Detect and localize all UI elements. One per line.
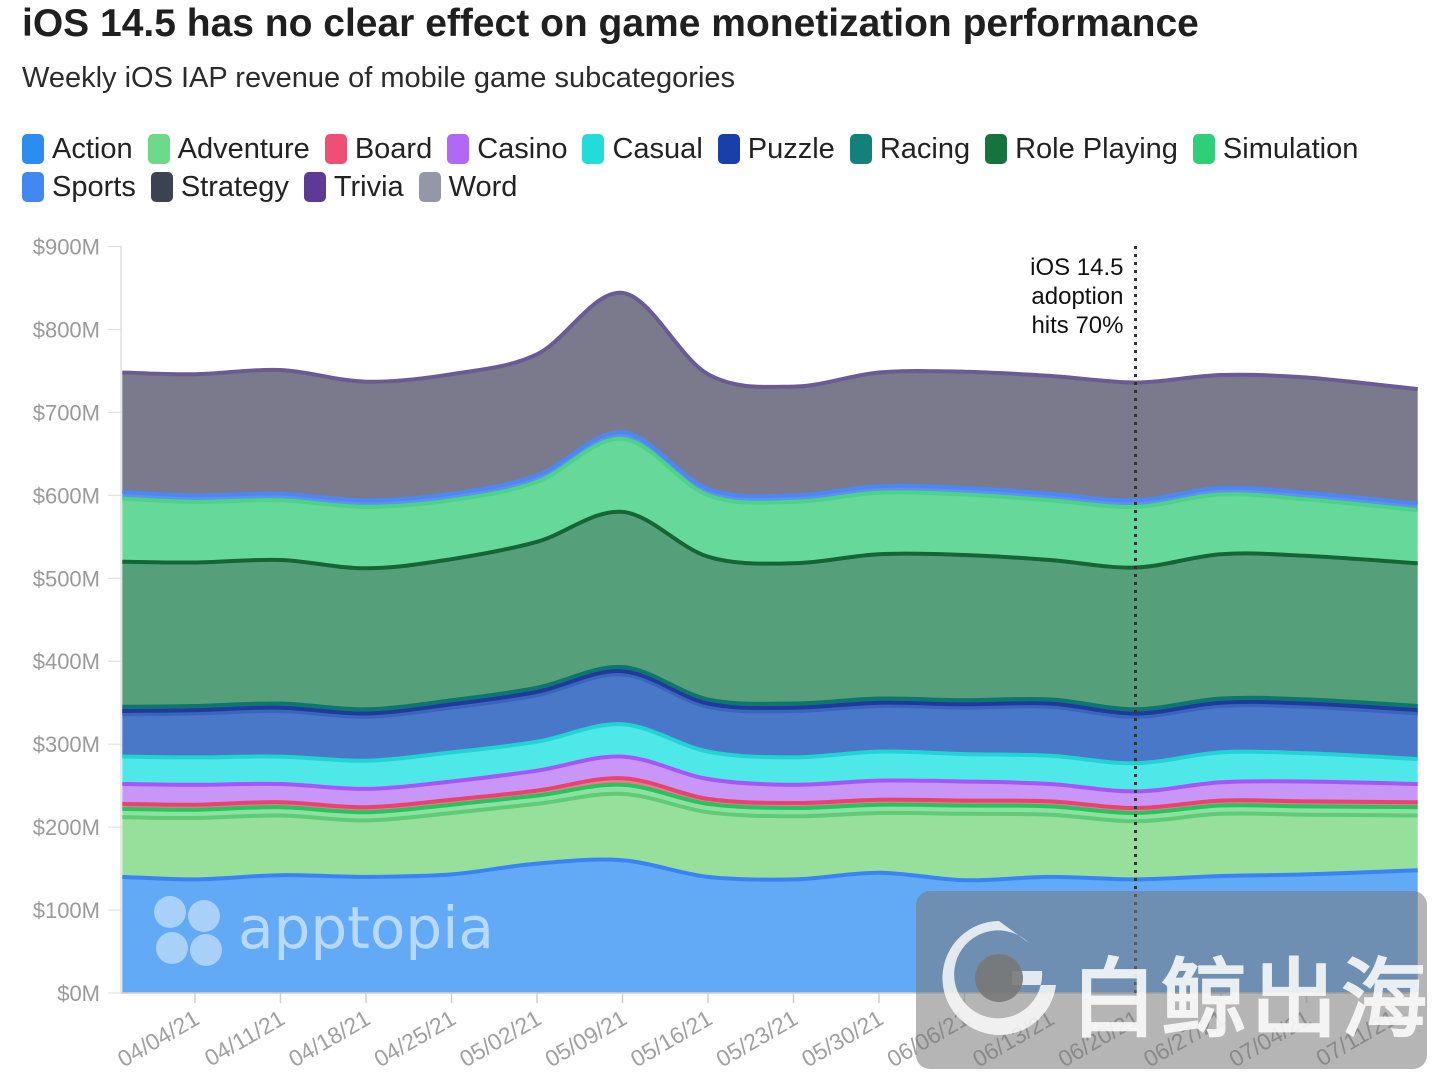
series-line-word (122, 290, 1418, 392)
y-tick-label: $100M (33, 898, 100, 923)
series-line-casino (122, 754, 1418, 794)
area-strategy (122, 674, 1418, 764)
legend-label: Sports (52, 170, 136, 203)
legend-item-casino[interactable]: Casino (447, 133, 567, 166)
series-line-strategy (122, 672, 1418, 719)
baijing-watermark: 白鲸出海 (916, 891, 1427, 1069)
legend-swatch (22, 134, 44, 164)
series-line-adventure (122, 791, 1418, 824)
legend-swatch (324, 134, 347, 164)
x-tick-label: 05/16/21 (626, 1005, 717, 1072)
legend-label: Casual (612, 132, 703, 165)
series-line-trivia (122, 430, 1418, 506)
legend-item-puzzle[interactable]: Puzzle (717, 132, 835, 166)
legend-item-board[interactable]: Board (324, 132, 433, 166)
legend-label: Strategy (180, 170, 289, 203)
x-tick-label: 04/04/21 (113, 1005, 204, 1072)
series-line-puzzle (122, 669, 1418, 716)
annotation-text: hits 70% (1031, 312, 1123, 339)
legend-swatch (1192, 134, 1215, 164)
area-word (122, 292, 1418, 504)
legend-label: Action (52, 132, 133, 165)
legend-swatch (582, 134, 605, 164)
legend-swatch (849, 134, 872, 164)
legend-label: Racing (879, 132, 971, 165)
legend-item-simulation[interactable]: Simulation (1192, 132, 1359, 166)
legend-item-trivia[interactable]: Trivia (303, 170, 404, 204)
legend-label: Adventure (177, 132, 310, 165)
series-line-sports (122, 857, 1418, 883)
x-tick-label: 05/02/21 (455, 1005, 546, 1072)
legend-item-action[interactable]: Action (22, 133, 133, 166)
y-tick-label: $800M (33, 317, 100, 342)
legend-item-adventure[interactable]: Adventure (147, 132, 310, 166)
y-tick-label: $400M (33, 649, 100, 674)
legend-item-casual[interactable]: Casual (582, 132, 703, 166)
y-tick-label: $200M (33, 815, 100, 840)
x-tick-label: 05/30/21 (797, 1005, 888, 1072)
legend-row: Sports Strategy Trivia Word (22, 168, 1422, 206)
y-tick-label: $700M (33, 400, 100, 425)
legend-item-sports[interactable]: Sports (22, 171, 136, 204)
legend-swatch (147, 134, 170, 164)
baijing-text: 白鲸出海 (1071, 952, 1431, 1048)
x-tick-label: 05/09/21 (540, 1005, 631, 1072)
x-tick-label: 04/25/21 (369, 1005, 460, 1072)
series-line-board (122, 776, 1418, 811)
legend-swatch (985, 134, 1008, 164)
y-tick-label: $0M (57, 981, 100, 1006)
x-tick-label: 04/11/21 (200, 1005, 289, 1071)
legend-label: Role Playing (1015, 132, 1178, 165)
chart-title: iOS 14.5 has no clear effect on game mon… (22, 2, 1199, 45)
annotation-text: adoption (1031, 283, 1123, 310)
annotation-text: iOS 14.5 (1030, 254, 1123, 281)
baijing-logo-icon (942, 921, 1056, 1035)
legend-label: Trivia (333, 170, 404, 203)
legend-item-racing[interactable]: Racing (849, 132, 971, 166)
y-tick-label: $600M (33, 483, 100, 508)
legend-swatch (447, 134, 470, 164)
legend-swatch (150, 172, 173, 202)
series-line-casual (122, 722, 1418, 766)
legend-label: Word (448, 170, 518, 203)
x-tick-label: 05/23/21 (711, 1005, 802, 1072)
legend-swatch (418, 172, 441, 202)
legend-swatch (22, 172, 44, 202)
y-tick-label: $300M (33, 732, 100, 757)
x-tick-label: 04/18/21 (284, 1005, 375, 1072)
apptopia-watermark: apptopia (150, 892, 494, 977)
y-tick-label: $500M (33, 566, 100, 591)
legend-item-strategy[interactable]: Strategy (150, 170, 289, 204)
apptopia-logo-icon (154, 896, 222, 966)
series-line-simulation (122, 782, 1418, 816)
legend: Action Adventure Board Casino Casual Puzzle Ra… (22, 130, 1422, 206)
legend-label: Puzzle (747, 132, 835, 165)
apptopia-text: apptopia (238, 894, 494, 962)
area-casino (122, 756, 1418, 809)
legend-row: Action Adventure Board Casino Casual Puzzle Ra… (22, 130, 1422, 168)
legend-label: Board (354, 132, 433, 165)
series-line-role-playing (122, 509, 1418, 571)
legend-item-role-playing[interactable]: Role Playing (985, 133, 1178, 166)
chart-subtitle: Weekly iOS IAP revenue of mobile game su… (22, 62, 736, 94)
legend-label: Simulation (1222, 132, 1359, 165)
series-line-racing (122, 664, 1418, 712)
y-tick-label: $900M (33, 234, 100, 259)
series-line-action (122, 436, 1418, 513)
legend-item-word[interactable]: Word (418, 170, 518, 204)
legend-swatch (303, 172, 326, 202)
legend-swatch (717, 134, 740, 164)
legend-label: Casino (477, 132, 568, 165)
